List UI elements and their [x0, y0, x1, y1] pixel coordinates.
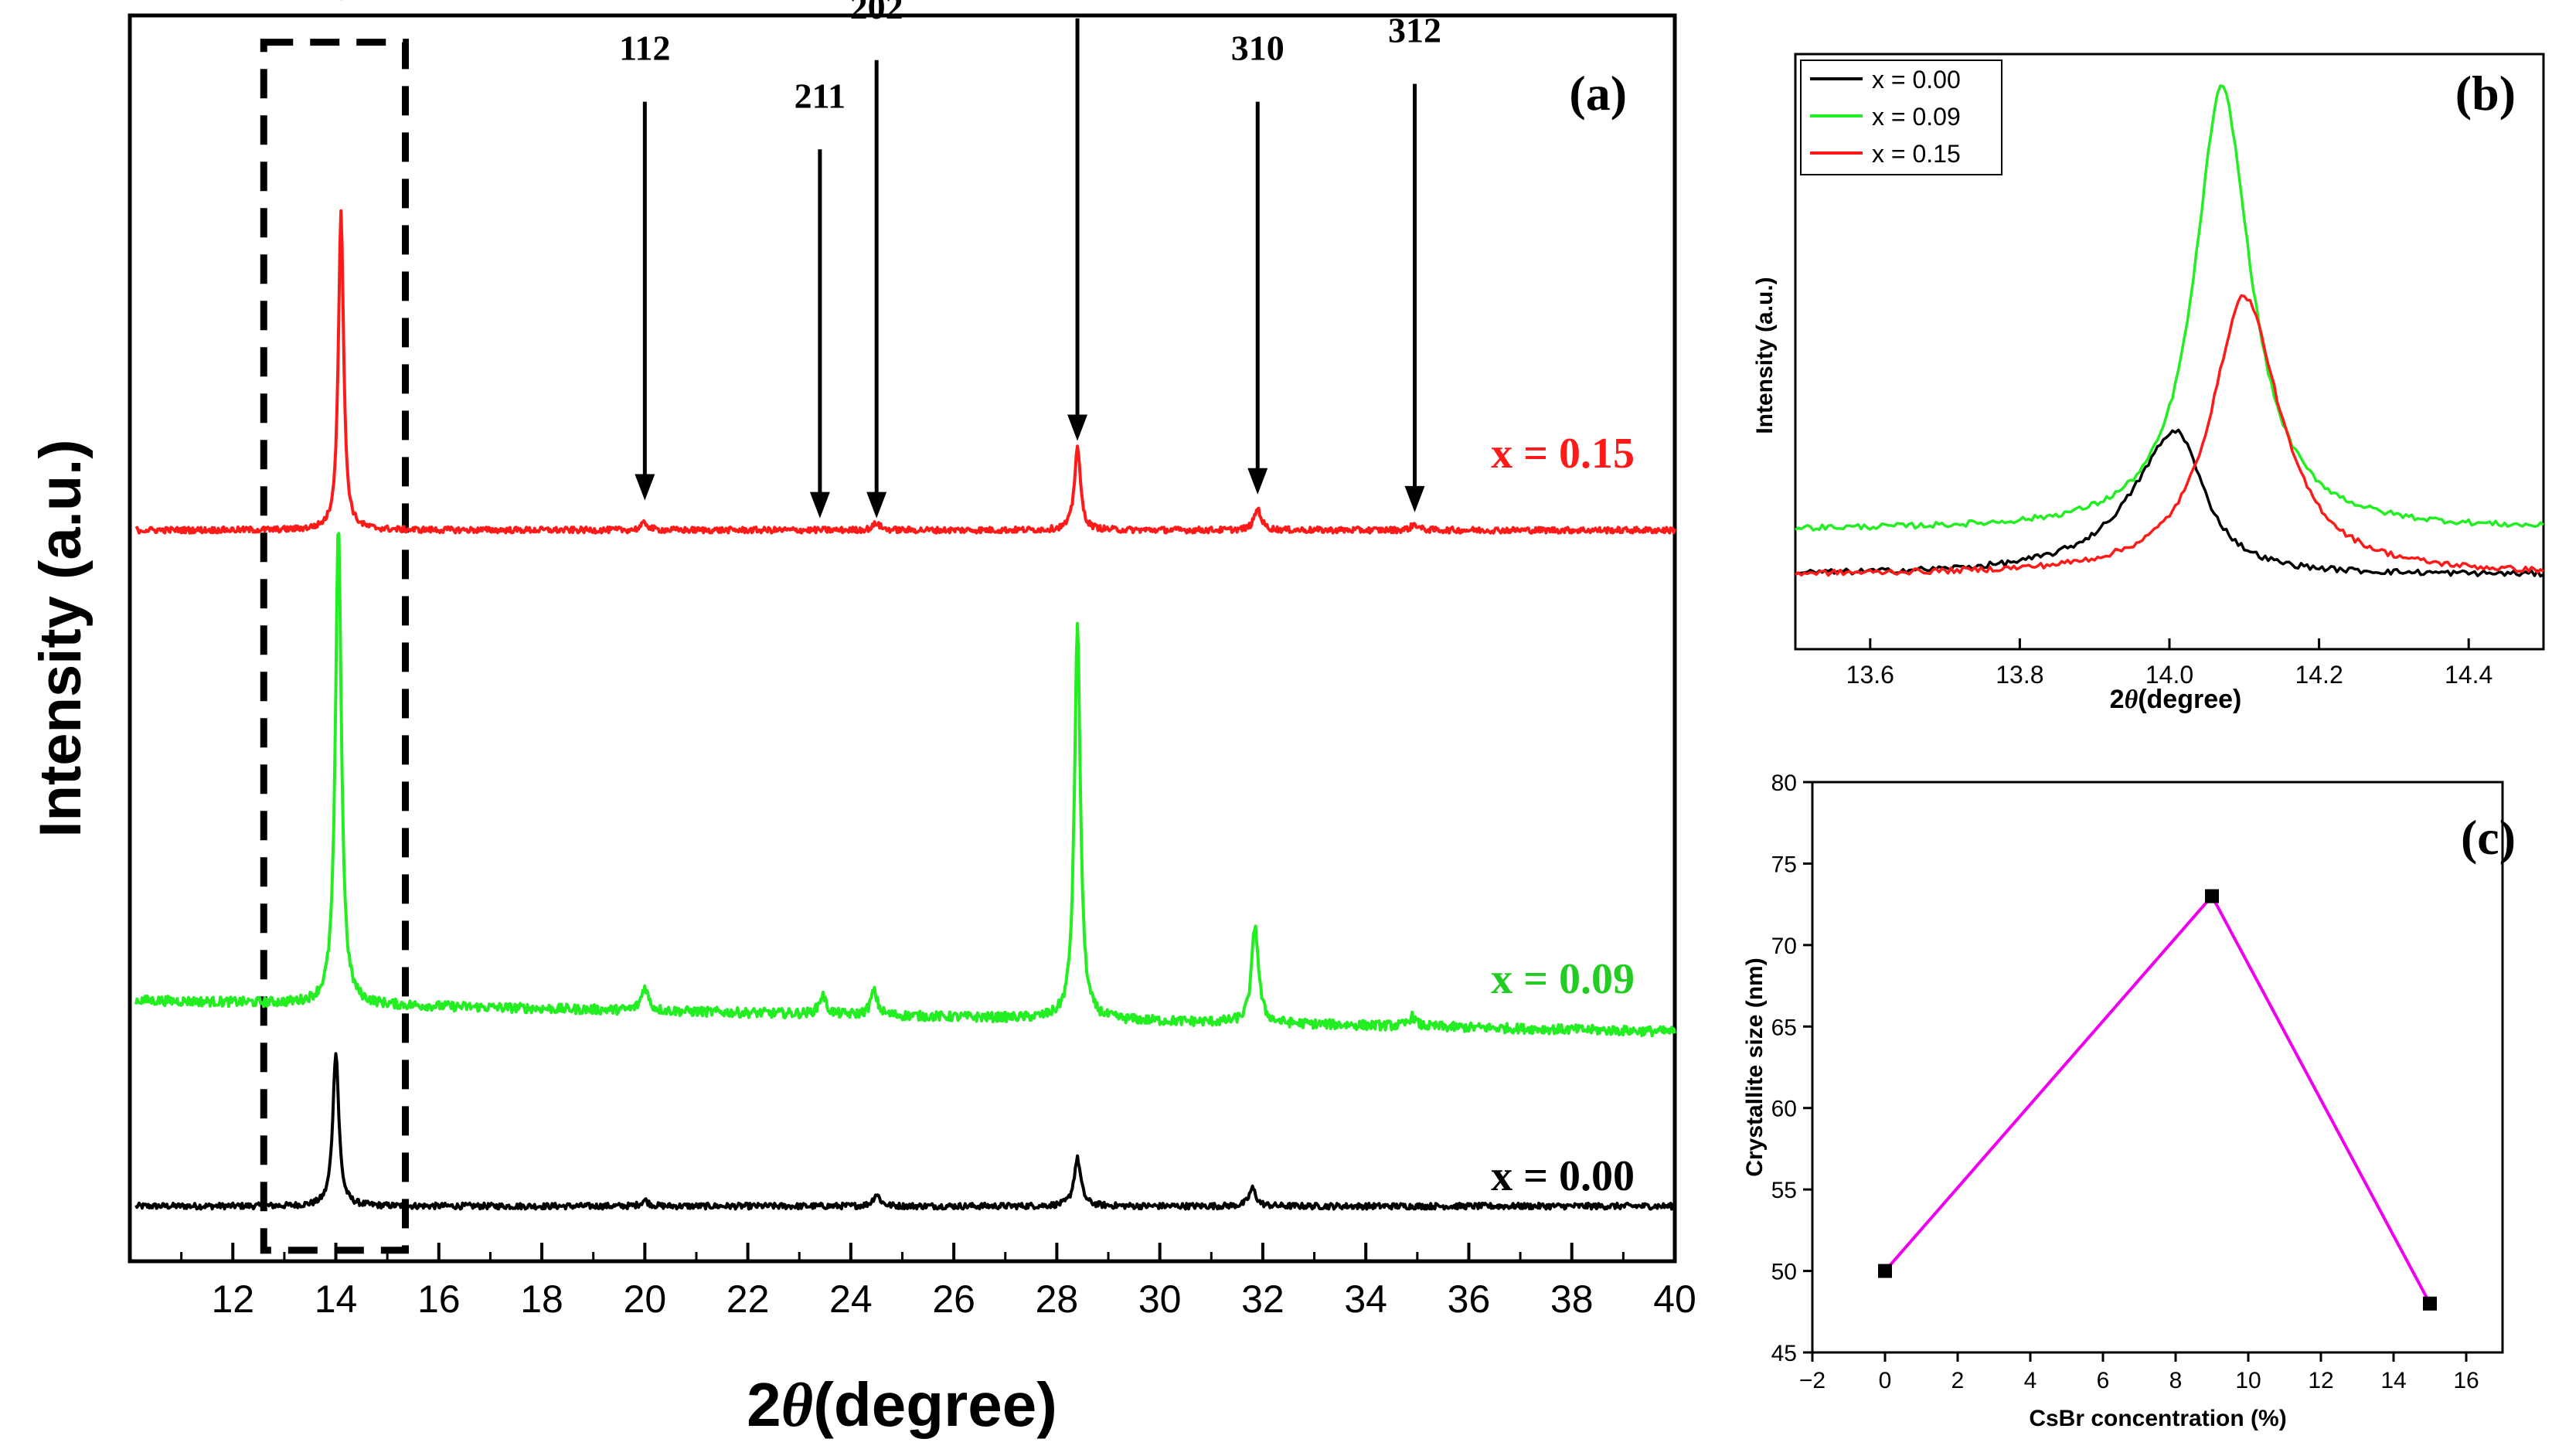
panel-c-y-tick-label: 75 [1771, 852, 1797, 877]
panel-c-y-axis-label: Crystallite size (nm) [1742, 958, 1768, 1176]
panel-b-series-line-x009 [1795, 84, 2545, 532]
panel-a: 110112211202220310312 121416182022242628… [28, 0, 1696, 1440]
panel-b-x-tick-label: 14.0 [2145, 661, 2193, 689]
panel-a-x-tick-label: 34 [1344, 1277, 1387, 1321]
panel-a-x-tick-label: 24 [829, 1277, 873, 1321]
panel-c-y-tick-label: 80 [1771, 771, 1797, 796]
panel-b-x-tick-label: 14.2 [2295, 661, 2343, 689]
peak-arrow-head-202 [866, 492, 887, 519]
peak-label-310: 310 [1231, 29, 1284, 68]
panel-c-ticks-group: −2 0 2 4 6 8 10 12 14 16 45 50 55 60 65 70 75 80 [1771, 771, 2479, 1393]
panel-a-x-tick-label: 40 [1653, 1277, 1696, 1321]
panel-a-x-tick-label: 12 [211, 1277, 254, 1321]
peak-arrow-head-220 [1067, 414, 1088, 441]
legend-label-x000: x = 0.00 [1872, 66, 1961, 94]
panel-a-series-group [134, 209, 1676, 1211]
panel-c-x-tick-label: 2 [1951, 1368, 1965, 1393]
peak-label-312: 312 [1388, 11, 1441, 50]
panel-a-x-tick-label: 32 [1241, 1277, 1284, 1321]
panel-b-y-axis-label: Intensity (a.u.) [1752, 277, 1778, 434]
peak-arrow-head-112 [635, 474, 655, 501]
peak-arrow-head-310 [1247, 468, 1268, 495]
panel-a-x-axis-label: 2θ(degree) [747, 1370, 1057, 1440]
panel-b-series-line-x000 [1795, 428, 2544, 578]
panel-b-x-axis-label-suffix: (degree) [2138, 685, 2241, 714]
panel-c-x-tick-label: 8 [2169, 1368, 2183, 1393]
panel-a-series-line-x015 [134, 209, 1676, 535]
panel-c-x-tick-label: 10 [2235, 1368, 2261, 1393]
panel-a-x-tick-label: 28 [1036, 1277, 1079, 1321]
panel-a-label: (a) [1569, 66, 1627, 121]
panel-a-x-ticks-group: 12 14 16 18 20 22 24 26 28 30 32 34 36 38 40 [180, 1243, 1696, 1321]
peak-label-211: 211 [795, 76, 846, 115]
peak-arrow-head-110 [340, 0, 342, 1]
panel-a-y-axis-label: Intensity (a.u.) [28, 439, 94, 837]
panel-c-x-axis-label: CsBr concentration (%) [2029, 1406, 2286, 1431]
peak-arrow-head-211 [809, 492, 830, 519]
series-label-x000: x = 0.00 [1491, 1152, 1635, 1200]
panel-c-data-point [2205, 889, 2219, 903]
panel-b-legend: x = 0.00 x = 0.09 x = 0.15 [1800, 60, 2002, 175]
peak-label-112: 112 [619, 29, 670, 68]
panel-b-label: (b) [2455, 66, 2516, 121]
panel-c: −2 0 2 4 6 8 10 12 14 16 45 50 55 60 65 70 75 80 (c) Crys… [1742, 771, 2516, 1431]
panel-a-x-tick-label: 22 [726, 1277, 770, 1321]
panel-a-x-axis-label-suffix: (degree) [813, 1370, 1057, 1439]
panel-c-x-tick-label: 6 [2097, 1368, 2110, 1393]
legend-label-x015: x = 0.15 [1872, 140, 1961, 168]
panel-c-y-tick-label: 55 [1771, 1178, 1797, 1203]
peak-label-202: 202 [850, 0, 903, 26]
panel-c-y-tick-label: 60 [1771, 1097, 1797, 1122]
panel-b-x-tick-label: 14.4 [2445, 661, 2492, 689]
panel-c-frame [1811, 781, 2504, 1354]
panel-c-x-tick-label: 12 [2308, 1368, 2333, 1393]
panel-a-x-tick-label: 16 [417, 1277, 461, 1321]
panel-a-x-axis-label-theta: θ [781, 1372, 814, 1440]
panel-c-y-tick-label: 45 [1771, 1341, 1797, 1366]
panel-a-x-tick-label: 18 [520, 1277, 563, 1321]
panel-c-y-tick-label: 50 [1771, 1260, 1797, 1285]
peak-arrow-head-312 [1404, 485, 1425, 512]
panel-c-label: (c) [2461, 810, 2516, 865]
panel-b-x-axis-label: 2θ(degree) [2110, 685, 2242, 714]
panel-a-x-tick-label: 26 [932, 1277, 975, 1321]
panel-c-x-tick-label: 4 [2024, 1368, 2037, 1393]
panel-a-x-tick-label: 14 [315, 1277, 358, 1321]
panel-a-x-tick-label: 36 [1448, 1277, 1491, 1321]
panel-a-series-line-x009 [134, 532, 1676, 1038]
panel-b-x-ticks-group: 13.6 13.8 14.0 14.2 14.4 [1846, 638, 2492, 689]
panel-c-data-point [2423, 1296, 2437, 1311]
panel-b-series-line-x015 [1795, 294, 2544, 577]
legend-label-x009: x = 0.09 [1872, 103, 1961, 131]
panel-a-annotation-group: 110112211202220310312 [340, 0, 1441, 519]
panel-b-x-axis-label-prefix: 2 [2110, 685, 2125, 714]
panel-c-data-point [1878, 1264, 1892, 1278]
panel-a-x-tick-label: 38 [1550, 1277, 1594, 1321]
panel-c-y-tick-label: 65 [1771, 1015, 1797, 1040]
panel-a-x-axis-label-prefix: 2 [747, 1370, 781, 1439]
panel-a-series-line-x000 [134, 1052, 1676, 1211]
panel-a-x-tick-label: 30 [1138, 1277, 1182, 1321]
panel-a-x-tick-label: 20 [624, 1277, 667, 1321]
series-label-x009: x = 0.09 [1491, 955, 1635, 1003]
panel-b-x-tick-label: 13.8 [1996, 661, 2043, 689]
panel-b-x-tick-label: 13.6 [1846, 661, 1894, 689]
panel-b-x-axis-label-theta: θ [2125, 685, 2139, 714]
series-label-x015: x = 0.15 [1491, 430, 1635, 478]
panel-c-x-tick-label: 14 [2380, 1368, 2406, 1393]
panel-c-y-tick-label: 70 [1771, 934, 1797, 959]
panel-c-x-tick-label: 16 [2453, 1368, 2479, 1393]
panel-b: 13.6 13.8 14.0 14.2 14.4 (b) Intensity (a.u.… [1752, 53, 2545, 714]
panel-c-series-group [1878, 889, 2437, 1311]
panel-b-series-group [1795, 84, 2545, 578]
panel-c-x-tick-label: 0 [1879, 1368, 1892, 1393]
panel-c-x-tick-label: −2 [1799, 1368, 1826, 1393]
